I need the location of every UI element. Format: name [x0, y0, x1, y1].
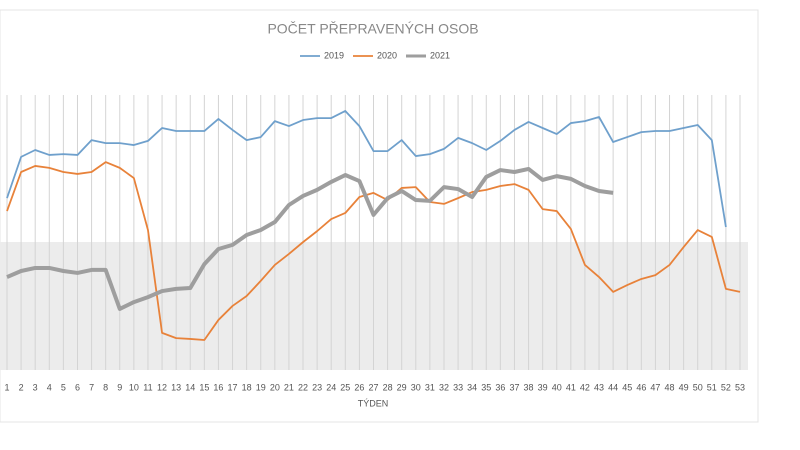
x-tick-label: 23 [312, 382, 322, 392]
x-tick-label: 34 [467, 382, 477, 392]
x-tick-label: 35 [481, 382, 491, 392]
x-tick-label: 43 [594, 382, 604, 392]
x-tick-label: 13 [171, 382, 181, 392]
x-tick-label: 49 [679, 382, 689, 392]
x-tick-label: 25 [340, 382, 350, 392]
x-tick-label: 47 [650, 382, 660, 392]
x-tick-label: 36 [495, 382, 505, 392]
series-line [6, 166, 614, 311]
legend-label: 2020 [377, 50, 397, 60]
x-tick-label: 10 [129, 382, 139, 392]
x-tick-label: 1 [4, 382, 9, 392]
x-tick-label: 29 [397, 382, 407, 392]
x-tick-label: 48 [665, 382, 675, 392]
x-tick-label: 32 [439, 382, 449, 392]
x-tick-label: 39 [538, 382, 548, 392]
x-tick-label: 2 [19, 382, 24, 392]
x-tick-label: 12 [157, 382, 167, 392]
series-line [6, 161, 741, 341]
x-tick-label: 4 [47, 382, 52, 392]
legend-label: 2019 [324, 50, 344, 60]
x-tick-label: 33 [453, 382, 463, 392]
legend-label: 2021 [430, 50, 450, 60]
x-tick-label: 6 [75, 382, 80, 392]
x-tick-label: 17 [228, 382, 238, 392]
x-tick-label: 9 [117, 382, 122, 392]
x-tick-label: 20 [270, 382, 280, 392]
x-tick-label: 52 [721, 382, 731, 392]
x-tick-label: 28 [383, 382, 393, 392]
x-tick-label: 31 [425, 382, 435, 392]
x-tick-label: 40 [552, 382, 562, 392]
x-tick-label: 27 [368, 382, 378, 392]
x-tick-label: 5 [61, 382, 66, 392]
x-tick-label: 24 [326, 382, 336, 392]
chart-title: POČET PŘEPRAVENÝCH OSOB [267, 21, 478, 37]
x-tick-label: 26 [354, 382, 364, 392]
legend: 2019 2020 2021 [300, 50, 450, 60]
series-line [6, 110, 727, 228]
x-tick-label: 50 [693, 382, 703, 392]
x-tick-label: 7 [89, 382, 94, 392]
x-tick-label: 11 [143, 382, 152, 392]
x-tick-label: 37 [509, 382, 519, 392]
x-tick-label: 14 [185, 382, 195, 392]
x-tick-label: 45 [622, 382, 632, 392]
x-tick-label: 15 [199, 382, 209, 392]
x-tick-label: 46 [636, 382, 646, 392]
x-tick-label: 22 [298, 382, 308, 392]
x-tick-label: 30 [411, 382, 421, 392]
x-axis-label: TÝDEN [358, 398, 389, 408]
x-tick-label: 8 [103, 382, 108, 392]
x-tick-label: 19 [256, 382, 266, 392]
x-tick-label: 41 [566, 382, 576, 392]
x-tick-label: 3 [33, 382, 38, 392]
x-tick-label: 42 [580, 382, 590, 392]
x-tick-label: 51 [707, 382, 717, 392]
x-tick-label: 53 [735, 382, 745, 392]
x-tick-label: 21 [284, 382, 294, 392]
x-tick-label: 16 [213, 382, 223, 392]
x-tick-label: 18 [242, 382, 252, 392]
x-tick-label: 38 [524, 382, 534, 392]
x-tick-label: 44 [608, 382, 618, 392]
